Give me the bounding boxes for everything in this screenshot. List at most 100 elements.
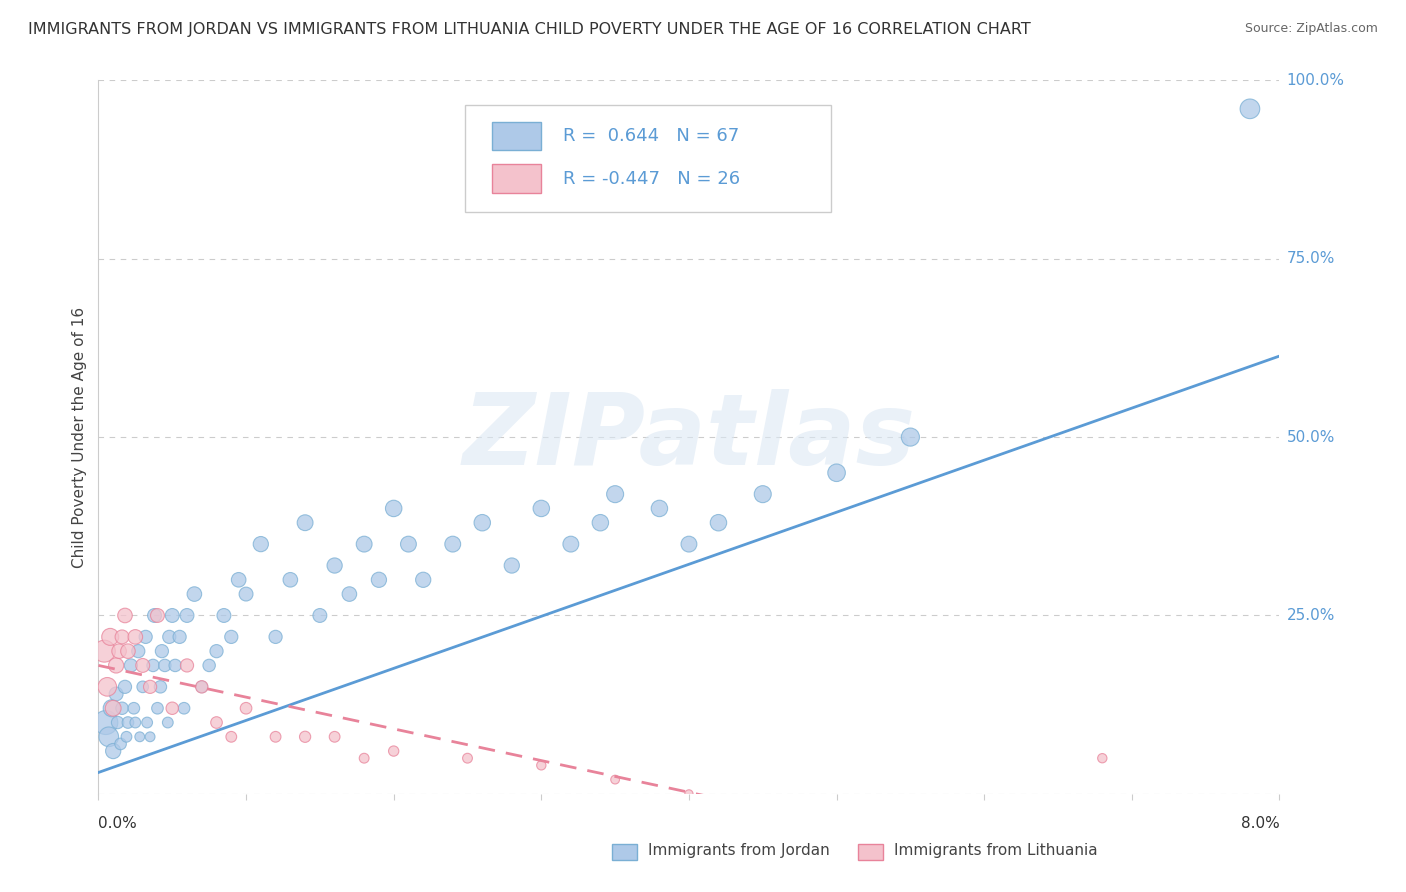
Point	[142, 658, 165, 673]
Point	[115, 730, 138, 744]
Point	[323, 558, 346, 573]
Point	[264, 630, 287, 644]
Text: Immigrants from Jordan: Immigrants from Jordan	[648, 843, 830, 857]
Point	[294, 516, 316, 530]
Point	[117, 715, 139, 730]
Point	[176, 658, 198, 673]
Point	[128, 730, 150, 744]
Point	[153, 658, 176, 673]
Point	[898, 430, 921, 444]
Point	[530, 758, 553, 772]
Point	[235, 701, 257, 715]
Point	[97, 730, 120, 744]
Point	[219, 730, 242, 744]
Point	[120, 658, 142, 673]
Point	[132, 658, 155, 673]
Point	[190, 680, 214, 694]
Point	[96, 680, 118, 694]
Point	[124, 715, 146, 730]
Point	[353, 751, 375, 765]
Point	[250, 537, 273, 551]
Text: 100.0%: 100.0%	[1286, 73, 1344, 87]
Text: IMMIGRANTS FROM JORDAN VS IMMIGRANTS FROM LITHUANIA CHILD POVERTY UNDER THE AGE : IMMIGRANTS FROM JORDAN VS IMMIGRANTS FRO…	[28, 22, 1031, 37]
Point	[294, 730, 316, 744]
Point	[353, 537, 375, 551]
Point	[1091, 751, 1114, 765]
Point	[605, 772, 627, 787]
Text: 0.0%: 0.0%	[98, 816, 138, 831]
Point	[110, 737, 132, 751]
Point	[98, 630, 121, 644]
Point	[648, 501, 671, 516]
Point	[678, 537, 700, 551]
Point	[105, 658, 128, 673]
Point	[183, 587, 205, 601]
Text: ZIPatlas: ZIPatlas	[463, 389, 915, 485]
Point	[135, 630, 157, 644]
Point	[412, 573, 434, 587]
Point	[173, 701, 195, 715]
Point	[441, 537, 464, 551]
Point	[169, 630, 191, 644]
FancyBboxPatch shape	[492, 164, 541, 193]
Point	[156, 715, 179, 730]
Point	[323, 730, 346, 744]
Point	[105, 687, 128, 701]
Point	[278, 573, 301, 587]
Point	[150, 644, 173, 658]
Point	[111, 701, 134, 715]
Point	[308, 608, 332, 623]
Text: 75.0%: 75.0%	[1286, 252, 1334, 266]
Text: R = -0.447   N = 26: R = -0.447 N = 26	[562, 169, 740, 187]
Point	[139, 680, 162, 694]
Point	[228, 573, 250, 587]
Point	[114, 608, 136, 623]
Point	[707, 516, 730, 530]
Point	[139, 730, 162, 744]
Point	[143, 608, 166, 623]
Text: R =  0.644   N = 67: R = 0.644 N = 67	[562, 127, 738, 145]
Point	[367, 573, 389, 587]
Point	[190, 680, 214, 694]
Point	[235, 587, 257, 601]
Text: Immigrants from Lithuania: Immigrants from Lithuania	[894, 843, 1098, 857]
Point	[103, 744, 125, 758]
Point	[337, 587, 360, 601]
Point	[149, 680, 172, 694]
Point	[124, 630, 146, 644]
Point	[1239, 102, 1261, 116]
Point	[1298, 73, 1320, 87]
Point	[530, 501, 553, 516]
FancyBboxPatch shape	[492, 121, 541, 150]
Point	[176, 608, 198, 623]
Point	[751, 487, 773, 501]
Text: 8.0%: 8.0%	[1240, 816, 1279, 831]
Point	[382, 744, 405, 758]
Point	[212, 608, 235, 623]
Point	[264, 730, 287, 744]
Point	[219, 630, 242, 644]
Point	[396, 537, 419, 551]
Y-axis label: Child Poverty Under the Age of 16: Child Poverty Under the Age of 16	[72, 307, 87, 567]
Point	[157, 630, 180, 644]
Point	[198, 658, 221, 673]
Point	[136, 715, 159, 730]
Point	[205, 644, 228, 658]
Point	[205, 715, 228, 730]
Point	[471, 516, 494, 530]
Point	[678, 787, 700, 801]
Point	[589, 516, 612, 530]
Point	[162, 608, 183, 623]
Point	[382, 501, 405, 516]
Point	[111, 630, 134, 644]
Point	[108, 644, 131, 658]
Point	[132, 680, 155, 694]
Point	[107, 715, 129, 730]
Text: 25.0%: 25.0%	[1286, 608, 1334, 623]
FancyBboxPatch shape	[464, 105, 831, 212]
Point	[560, 537, 582, 551]
Point	[501, 558, 523, 573]
Point	[162, 701, 183, 715]
Point	[93, 644, 115, 658]
Point	[117, 644, 139, 658]
